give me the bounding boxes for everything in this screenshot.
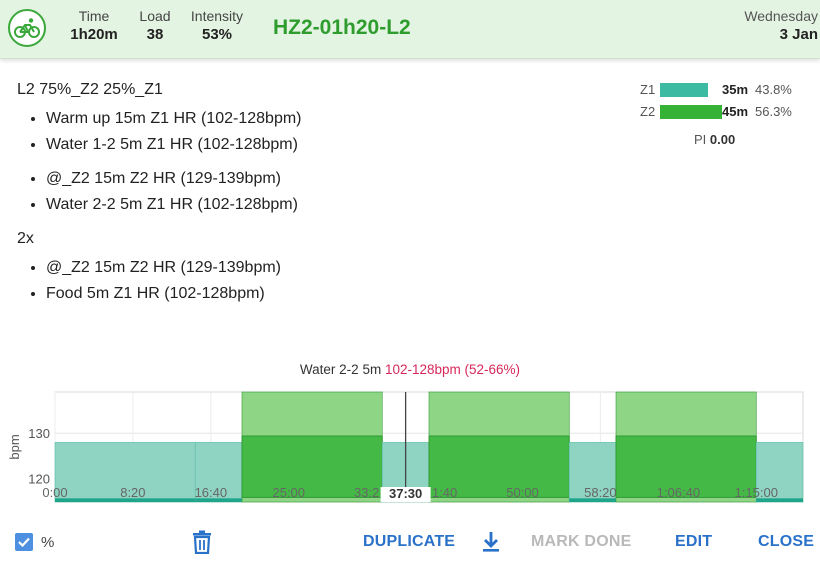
- download-icon: [483, 532, 499, 552]
- workout-step-floor: [756, 498, 803, 502]
- workout-step-core: [615, 435, 757, 498]
- workout-description: L2 75%_Z2 25%_Z1 Warm up 15m Z1 HR (102-…: [17, 80, 577, 318]
- x-tick-label: 16:40: [195, 485, 228, 500]
- step-list-1: Warm up 15m Z1 HR (102-128bpm) Water 1-2…: [17, 109, 577, 155]
- stat-time-value: 1h20m: [70, 26, 118, 43]
- x-tick-label: 33:2: [354, 485, 379, 500]
- cursor-label-bg: [380, 487, 431, 502]
- x-tick-label: 1:40: [432, 485, 457, 500]
- step-item: Water 1-2 5m Z1 HR (102-128bpm): [46, 135, 577, 155]
- zone-bar-z2: [660, 105, 722, 119]
- step-item: @_Z2 15m Z2 HR (129-139bpm): [46, 258, 577, 278]
- check-icon: [18, 537, 30, 548]
- y-tick-label: 130: [28, 426, 50, 441]
- zone-row-z2: Z2 45m 56.3%: [620, 102, 820, 124]
- workout-step-floor: [195, 498, 242, 502]
- step-item: @_Z2 15m Z2 HR (129-139bpm): [46, 169, 577, 189]
- description-heading: L2 75%_Z2 25%_Z1: [17, 81, 163, 98]
- repeat-label: 2x: [17, 230, 34, 247]
- stat-intensity: Intensity 53%: [187, 8, 247, 43]
- zone-label: Z1: [640, 82, 656, 97]
- mark-done-button[interactable]: MARK DONE: [531, 533, 632, 550]
- hover-step-name: Water 2-2 5m: [299, 362, 382, 377]
- zone-percent: 56.3%: [755, 104, 792, 119]
- hover-step-range: 102-128bpm (52-66%): [384, 362, 521, 377]
- y-axis-label: bpm: [7, 434, 22, 459]
- step-item: Food 5m Z1 HR (102-128bpm): [46, 284, 577, 304]
- workout-header: Time 1h20m Load 38 Intensity 53% HZ2-01h…: [0, 0, 820, 59]
- workout-step: [54, 442, 196, 503]
- zone-percent: 43.8%: [755, 82, 792, 97]
- stat-time: Time 1h20m: [66, 8, 122, 43]
- x-tick-label: 58:20: [584, 485, 617, 500]
- percent-checkbox-label: %: [41, 534, 55, 551]
- duplicate-button[interactable]: DUPLICATE: [363, 533, 456, 550]
- workout-chart[interactable]: 120 130 0:00 8:20 16:40 25:00 33:2 1:40 50:00 58:…: [0, 380, 820, 506]
- step-list-3: @_Z2 15m Z2 HR (129-139bpm) Food 5m Z1 H…: [17, 258, 577, 304]
- workout-title: HZ2-01h20-L2: [273, 16, 411, 39]
- zone-duration: 35m: [722, 82, 749, 97]
- step-list-2: @_Z2 15m Z2 HR (129-139bpm) Water 2-2 5m…: [17, 169, 577, 215]
- step-item: Warm up 15m Z1 HR (102-128bpm): [46, 109, 577, 129]
- x-tick-label: 25:00: [272, 485, 305, 500]
- dialog-footer: % DUPLICATE MARK DONE EDIT CLOSE: [0, 524, 820, 564]
- zone-bar-z1: [660, 83, 708, 97]
- x-tick-label: 8:20: [120, 485, 145, 500]
- delete-button[interactable]: [191, 530, 213, 559]
- download-button[interactable]: [481, 530, 501, 559]
- workout-step-floor: [569, 498, 616, 502]
- chart-hover-title: Water 2-2 5m 102-128bpm (52-66%): [0, 362, 820, 377]
- y-tick-label: 120: [28, 472, 50, 487]
- stat-intensity-label: Intensity: [190, 8, 244, 24]
- workout-step: [755, 442, 804, 503]
- workout-date: Wednesday 3 Jan: [744, 8, 818, 43]
- close-button[interactable]: CLOSE: [758, 533, 815, 550]
- day-of-week: Wednesday: [744, 8, 818, 24]
- edit-button[interactable]: EDIT: [675, 533, 713, 550]
- stat-time-label: Time: [78, 8, 110, 24]
- cursor-time-label: 37:30: [389, 486, 422, 501]
- stat-intensity-value: 53%: [201, 26, 233, 43]
- stat-load: Load 38: [135, 8, 175, 43]
- step-item: Water 2-2 5m Z1 HR (102-128bpm): [46, 195, 577, 215]
- x-tick-label: 0:00: [42, 485, 67, 500]
- zone-duration: 45m: [722, 104, 749, 119]
- zone-summary: Z1 35m 43.8% Z2 45m 56.3% PI 0.00: [620, 80, 820, 147]
- workout-step-floor: [55, 498, 196, 502]
- zone-row-z1: Z1 35m 43.8%: [620, 80, 820, 102]
- x-tick-label: 1:15:00: [735, 485, 778, 500]
- pi-value: PI 0.00: [694, 132, 735, 147]
- stat-load-value: 38: [146, 26, 164, 43]
- zone-label: Z2: [640, 104, 656, 119]
- stat-load-label: Load: [139, 8, 171, 24]
- percent-checkbox[interactable]: [15, 533, 33, 551]
- workout-step: [568, 442, 617, 503]
- workout-step-core: [428, 435, 570, 498]
- pi-number: 0.00: [709, 132, 736, 147]
- date-label: 3 Jan: [779, 26, 818, 43]
- x-tick-label: 50:00: [506, 485, 539, 500]
- x-tick-label: 1:06:40: [657, 485, 700, 500]
- pi-label: PI: [694, 132, 707, 147]
- trash-icon: [193, 530, 211, 555]
- bicycle-icon: [8, 9, 46, 47]
